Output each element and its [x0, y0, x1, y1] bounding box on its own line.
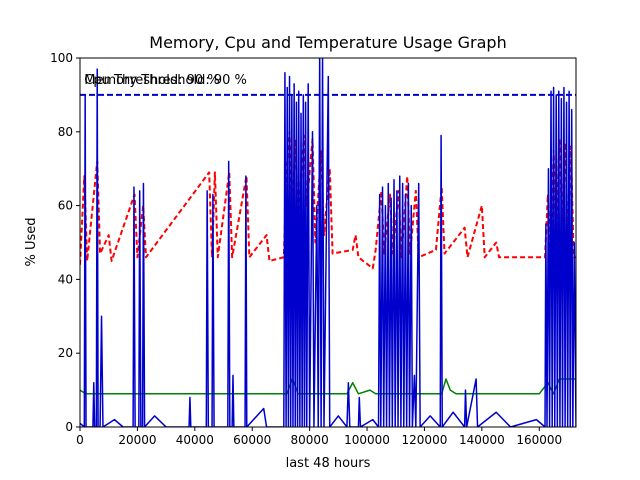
x-tick-label: 160000	[516, 433, 562, 447]
y-tick-label: 0	[65, 420, 73, 434]
plot-frame	[79, 57, 577, 428]
y-tick-label: 80	[58, 125, 73, 139]
x-tick-label: 140000	[459, 433, 505, 447]
threshold-annotation: Cpu Threshold: 90 %	[84, 73, 219, 88]
y-tick-label: 100	[50, 51, 73, 65]
x-tick-label: 0	[76, 433, 84, 447]
series-layer	[80, 58, 576, 427]
x-tick-label: 100000	[344, 433, 390, 447]
x-tick-label: 40000	[176, 433, 214, 447]
x-axis-label: last 48 hours	[286, 456, 371, 471]
x-tick-label: 120000	[402, 433, 448, 447]
chart-title: Memory, Cpu and Temperature Usage Graph	[149, 33, 506, 52]
y-tick-label: 40	[58, 272, 73, 286]
x-axis-ticks: 0 20000 40000 60000 80000 100000 120000 140000 1…	[76, 427, 562, 447]
threshold-annotation: Memory Threshold: 90 %	[84, 73, 247, 88]
y-axis-ticks: 0 20 40 60 80 100	[50, 51, 80, 434]
series-line-2	[80, 58, 576, 427]
series-line-0	[80, 378, 576, 395]
x-tick-label: 80000	[291, 433, 329, 447]
annotation-layer: Memory Threshold: 90 %Cpu Threshold: 90 …	[84, 73, 247, 88]
y-tick-label: 20	[58, 346, 73, 360]
y-tick-label: 60	[58, 199, 73, 213]
y-axis-label: % Used	[24, 217, 39, 266]
x-tick-label: 20000	[118, 433, 156, 447]
series-line-1	[80, 130, 576, 270]
x-tick-label: 60000	[233, 433, 271, 447]
